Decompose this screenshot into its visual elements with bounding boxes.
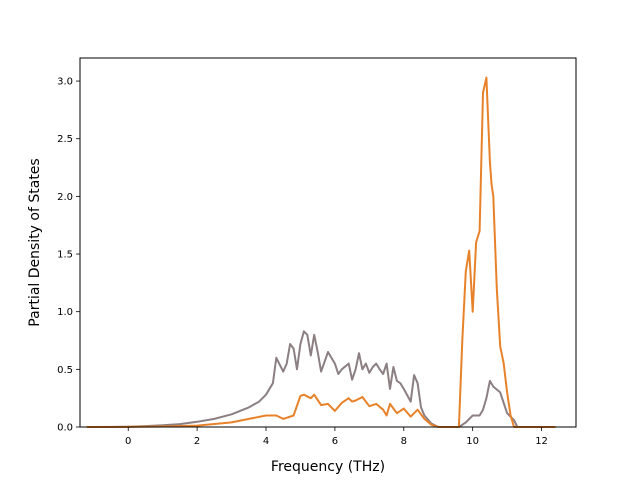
- y-axis-label: Partial Density of States: [27, 158, 43, 326]
- series-line-0: [86, 330, 556, 428]
- x-tick-label: 10: [466, 436, 479, 447]
- x-tick-label: 12: [535, 436, 548, 447]
- x-tick-label: 8: [401, 436, 407, 447]
- x-axis-label: Frequency (THz): [271, 459, 385, 475]
- y-tick-label: 2.5: [57, 134, 73, 145]
- y-tick-label: 0.5: [57, 365, 73, 376]
- y-axis-ticks: 0.0 0.5 1.0 1.5 2.0 2.5 3.0: [57, 77, 80, 434]
- y-tick-label: 3.0: [57, 77, 73, 88]
- x-axis-ticks: 0 2 4 6 8 10 12: [125, 427, 548, 447]
- x-tick-label: 6: [332, 436, 338, 447]
- x-tick-label: 4: [263, 436, 269, 447]
- y-tick-label: 1.0: [57, 307, 73, 318]
- x-tick-label: 2: [194, 436, 200, 447]
- y-tick-label: 0.0: [57, 423, 73, 434]
- series-layer: [86, 76, 556, 428]
- y-tick-label: 2.0: [57, 192, 73, 203]
- series-line-1: [86, 76, 556, 428]
- x-tick-label: 0: [125, 436, 131, 447]
- plot-frame: [79, 57, 577, 428]
- y-tick-label: 1.5: [57, 250, 73, 261]
